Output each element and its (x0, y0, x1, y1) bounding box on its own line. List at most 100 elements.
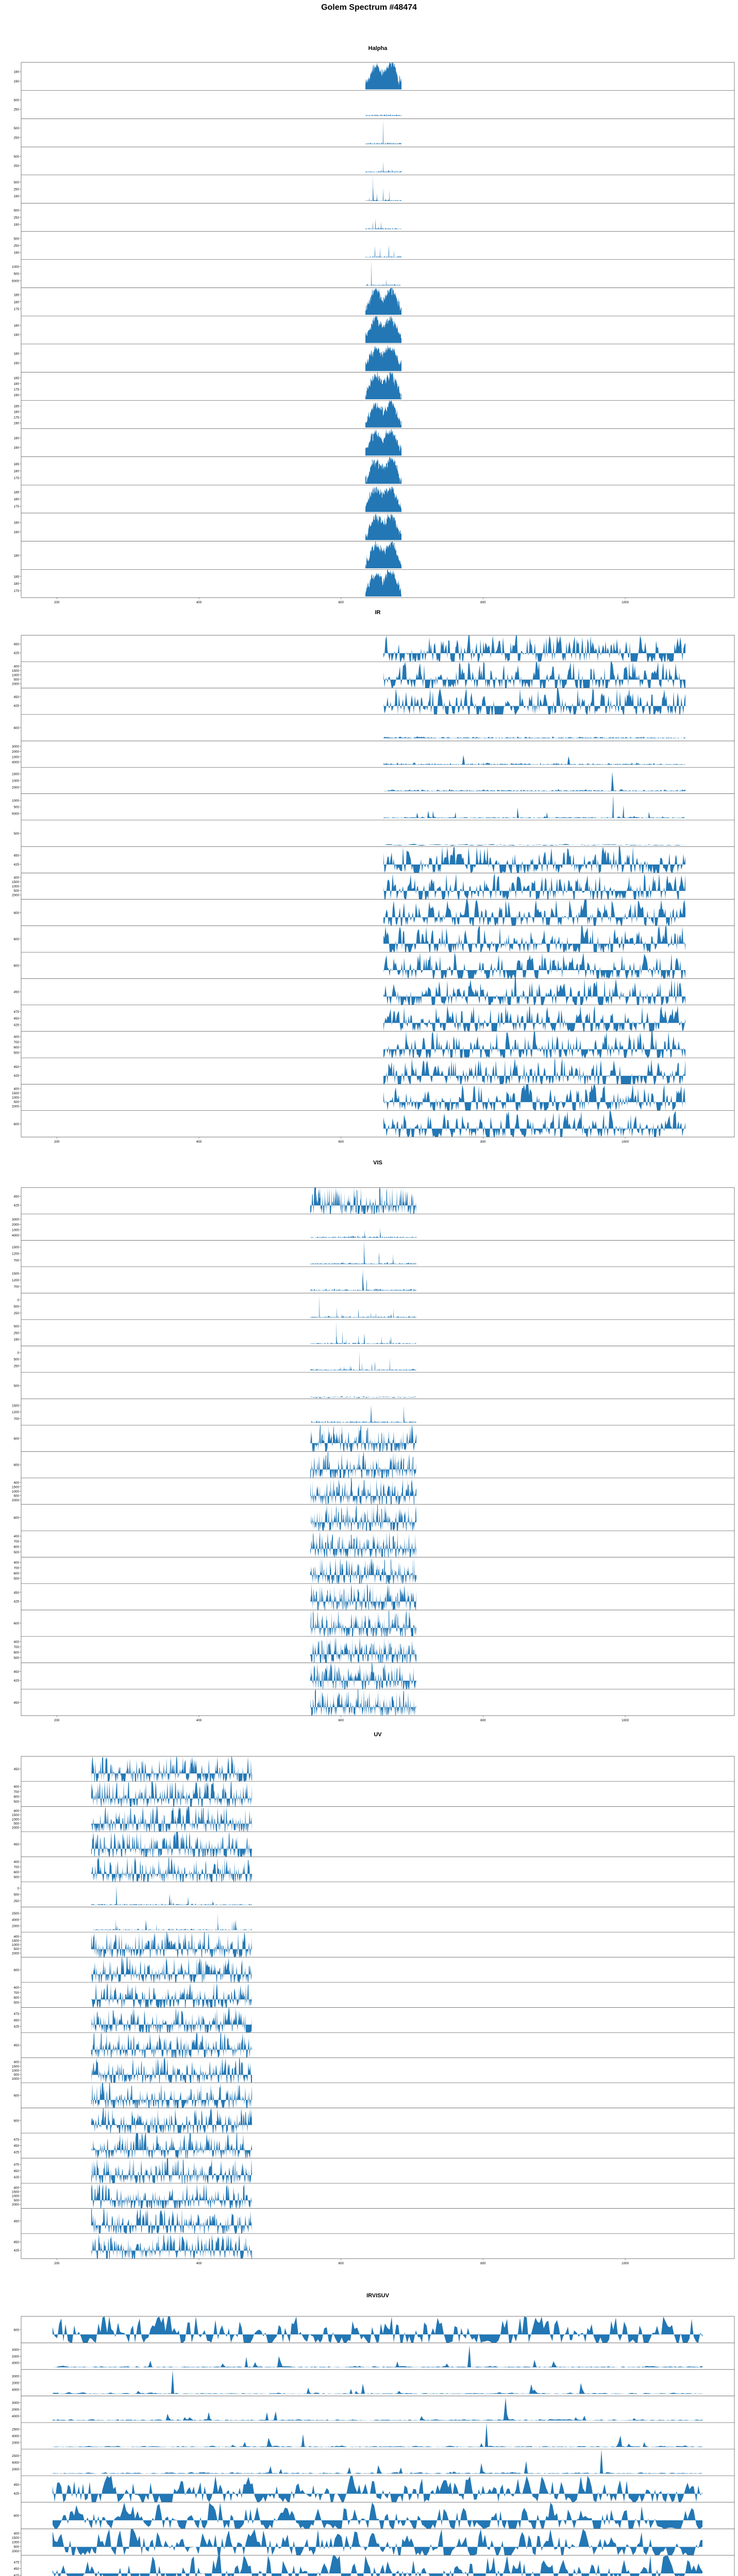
svg-text:425: 425 (13, 1679, 19, 1683)
svg-text:2000: 2000 (12, 1499, 20, 1502)
svg-text:190: 190 (13, 333, 19, 337)
svg-text:600: 600 (13, 2094, 19, 2098)
svg-text:1000: 1000 (12, 265, 20, 269)
svg-text:1500: 1500 (12, 1814, 20, 1817)
svg-text:450: 450 (13, 1843, 19, 1846)
svg-text:180: 180 (13, 437, 19, 440)
svg-text:600: 600 (13, 1046, 19, 1049)
svg-text:400: 400 (13, 1935, 19, 1939)
svg-text:3000: 3000 (12, 2375, 20, 2379)
svg-text:425: 425 (13, 2150, 19, 2154)
svg-text:IR: IR (375, 609, 381, 616)
svg-text:500: 500 (13, 1893, 19, 1897)
svg-text:2000: 2000 (12, 2441, 20, 2445)
svg-text:500: 500 (13, 1358, 19, 1362)
svg-text:1500: 1500 (12, 1246, 20, 1249)
svg-text:450: 450 (13, 2019, 19, 2022)
svg-text:500: 500 (13, 1100, 19, 1104)
svg-text:1500: 1500 (12, 1404, 20, 1408)
svg-text:180: 180 (13, 498, 19, 501)
svg-text:700: 700 (13, 1041, 19, 1044)
svg-text:1000: 1000 (12, 755, 20, 759)
svg-text:400: 400 (13, 1785, 19, 1789)
svg-text:600: 600 (13, 2119, 19, 2123)
svg-text:180: 180 (13, 521, 19, 525)
svg-text:1000: 1000 (622, 1719, 629, 1722)
svg-text:600: 600 (13, 1996, 19, 2000)
svg-text:400: 400 (13, 1481, 19, 1485)
svg-text:450: 450 (13, 643, 19, 647)
svg-text:5000: 5000 (12, 279, 20, 283)
svg-text:250: 250 (13, 136, 19, 140)
svg-text:500: 500 (13, 1947, 19, 1951)
svg-text:0: 0 (17, 1887, 19, 1890)
svg-text:600: 600 (13, 1437, 19, 1440)
svg-text:190: 190 (13, 422, 19, 426)
svg-text:450: 450 (13, 1768, 19, 1771)
svg-text:500: 500 (13, 155, 19, 159)
svg-text:425: 425 (13, 2249, 19, 2252)
svg-text:400: 400 (13, 1088, 19, 1091)
svg-text:1000: 1000 (12, 2195, 20, 2198)
svg-text:190: 190 (13, 223, 19, 227)
svg-text:400: 400 (196, 1140, 202, 1144)
svg-text:1000: 1000 (12, 1229, 20, 1232)
svg-text:1000: 1000 (622, 1140, 629, 1144)
svg-text:180: 180 (13, 469, 19, 473)
svg-text:1500: 1500 (12, 1939, 20, 1943)
svg-text:2000: 2000 (12, 894, 20, 897)
svg-text:2000: 2000 (12, 1826, 20, 1830)
svg-text:185: 185 (13, 463, 19, 466)
svg-text:500: 500 (13, 1822, 19, 1826)
svg-text:500: 500 (13, 98, 19, 102)
svg-text:600: 600 (13, 2328, 19, 2332)
svg-text:1500: 1500 (12, 2536, 20, 2540)
svg-text:3000: 3000 (12, 745, 20, 749)
svg-text:1000: 1000 (12, 2069, 20, 2073)
svg-text:2000: 2000 (12, 2468, 20, 2471)
svg-text:500: 500 (13, 1551, 19, 1554)
svg-text:600: 600 (13, 911, 19, 915)
svg-text:0: 0 (17, 1351, 19, 1355)
svg-text:1500: 1500 (12, 1272, 20, 1276)
svg-text:180: 180 (13, 382, 19, 386)
svg-text:1200: 1200 (12, 1279, 20, 1282)
svg-text:500: 500 (13, 806, 19, 809)
svg-text:450: 450 (13, 2170, 19, 2173)
svg-text:IRVISUV: IRVISUV (366, 2293, 389, 2299)
svg-text:600: 600 (13, 1572, 19, 1575)
svg-text:1000: 1000 (12, 885, 20, 889)
svg-text:500: 500 (13, 1052, 19, 1055)
svg-text:450: 450 (13, 1591, 19, 1595)
svg-text:180: 180 (13, 71, 19, 74)
svg-text:200: 200 (54, 1140, 60, 1144)
svg-text:500: 500 (13, 2001, 19, 2005)
svg-text:450: 450 (13, 696, 19, 699)
svg-text:600: 600 (13, 1516, 19, 1520)
svg-text:500: 500 (13, 1305, 19, 1309)
svg-text:175: 175 (13, 388, 19, 392)
svg-text:180: 180 (13, 582, 19, 586)
svg-text:1000: 1000 (12, 1096, 20, 1100)
svg-text:500: 500 (13, 1384, 19, 1388)
svg-text:450: 450 (13, 2241, 19, 2244)
svg-text:4000: 4000 (12, 2461, 20, 2465)
svg-text:1500: 1500 (12, 773, 20, 776)
svg-text:500: 500 (13, 1325, 19, 1329)
svg-text:4000: 4000 (12, 2362, 20, 2365)
svg-text:400: 400 (196, 1719, 202, 1722)
svg-text:175: 175 (13, 308, 19, 311)
svg-text:450: 450 (13, 1670, 19, 1674)
svg-text:400: 400 (13, 2532, 19, 2536)
svg-text:700: 700 (13, 1540, 19, 1544)
svg-text:4000: 4000 (12, 2435, 20, 2438)
svg-text:500: 500 (13, 1876, 19, 1879)
svg-text:400: 400 (13, 876, 19, 879)
svg-text:450: 450 (13, 1701, 19, 1705)
svg-text:600: 600 (13, 1871, 19, 1874)
svg-text:180: 180 (13, 324, 19, 328)
svg-text:700: 700 (13, 1417, 19, 1421)
svg-text:450: 450 (13, 854, 19, 858)
svg-text:2000: 2000 (12, 1952, 20, 1955)
svg-text:2000: 2000 (12, 2077, 20, 2081)
